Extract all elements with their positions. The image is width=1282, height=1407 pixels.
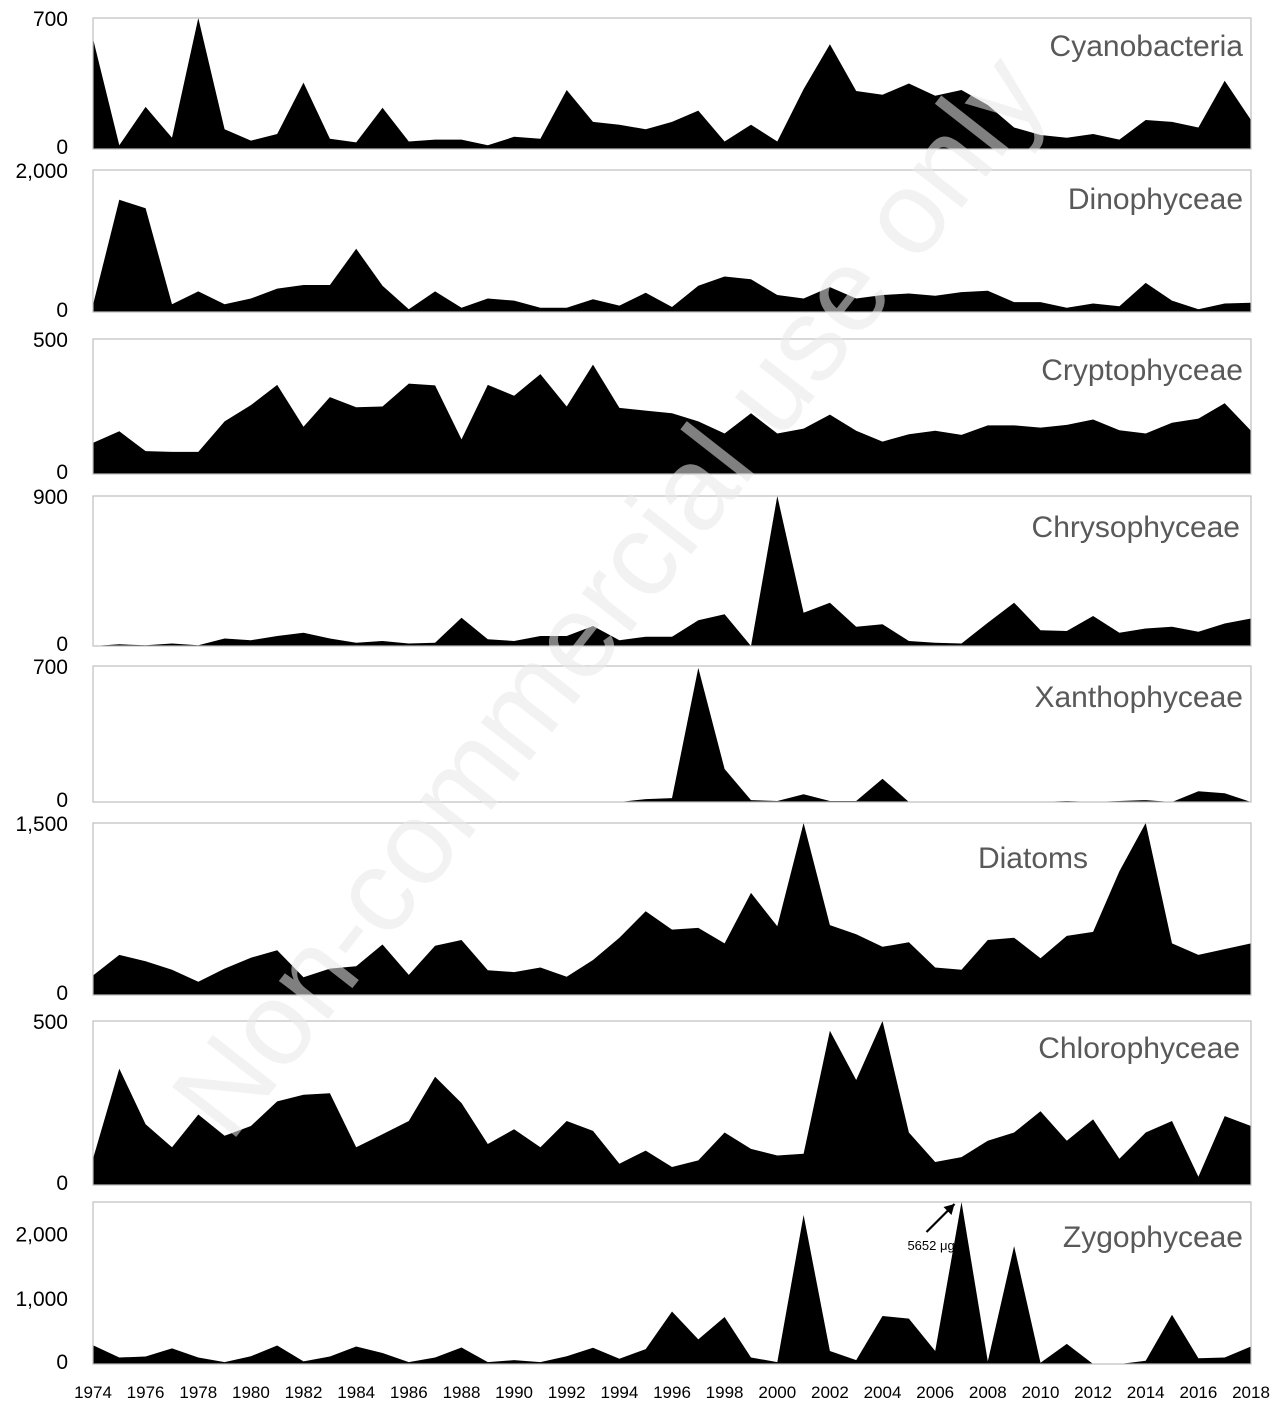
plot-frame (92, 495, 1252, 647)
plot-frame (92, 1201, 1252, 1365)
panel-title: Dinophyceae (1068, 183, 1243, 216)
x-tick-label: 2010 (1022, 1383, 1060, 1402)
area-dinophyceae (93, 199, 1251, 312)
y-tick-label: 0 (56, 1351, 68, 1374)
x-tick-label: 1998 (706, 1383, 744, 1402)
plot-frame (92, 822, 1252, 996)
panel-title: Cryptophyceae (1041, 354, 1243, 387)
plot-frame (92, 169, 1252, 313)
panel-diatoms: 0 1,500 Diatoms (15, 813, 1252, 1005)
x-tick-label: 1996 (653, 1383, 691, 1402)
annotation-arrowhead (943, 1204, 955, 1215)
y-tick-label: 0 (56, 1172, 68, 1195)
x-tick-label: 2004 (864, 1383, 902, 1402)
x-tick-label: 2018 (1232, 1383, 1270, 1402)
x-tick-label: 2008 (969, 1383, 1007, 1402)
y-tick-label: 0 (56, 136, 68, 159)
panel-zygophyceae: 0 1,000 2,000 Zygophyceae 5652 μg/L (15, 1201, 1252, 1374)
x-tick-label: 1976 (127, 1383, 165, 1402)
panel-title: Xanthophyceae (1034, 681, 1243, 714)
x-tick-label: 1986 (390, 1383, 428, 1402)
area-cryptophyceae (93, 364, 1251, 474)
x-tick-label: 1990 (495, 1383, 533, 1402)
x-tick-label: 1982 (285, 1383, 323, 1402)
x-tick-label: 2014 (1127, 1383, 1165, 1402)
panel-xanthophyceae: 0 700 Xanthophyceae (33, 656, 1252, 812)
x-tick-label: 1984 (337, 1383, 375, 1402)
x-tick-label: 1992 (548, 1383, 586, 1402)
panel-cryptophyceae: 0 500 Cryptophyceae (33, 329, 1252, 484)
x-tick-label: 1988 (443, 1383, 481, 1402)
x-tick-label: 1978 (179, 1383, 217, 1402)
y-tick-label: 700 (33, 656, 68, 679)
y-tick-label: 1,500 (15, 813, 68, 836)
y-tick-label: 500 (33, 1011, 68, 1034)
x-tick-label: 2006 (916, 1383, 954, 1402)
y-tick-label: 2,000 (15, 160, 68, 183)
panel-chlorophyceae: 0 500 Chlorophyceae (33, 1011, 1252, 1195)
area-cyanobacteria (93, 18, 1251, 149)
annotation-label: 5652 μg/L (907, 1238, 965, 1253)
panel-title: Chlorophyceae (1038, 1032, 1240, 1065)
y-tick-label: 500 (33, 329, 68, 352)
y-tick-label: 0 (56, 299, 68, 322)
y-tick-label: 0 (56, 789, 68, 812)
area-zygophyceae (93, 1202, 1251, 1364)
y-tick-label: 0 (56, 982, 68, 1005)
x-tick-label: 2002 (811, 1383, 849, 1402)
panel-cyanobacteria: 0 700 Cyanobacteria (33, 8, 1252, 159)
x-tick-label: 2000 (758, 1383, 796, 1402)
panel-dinophyceae: 0 2,000 Dinophyceae (15, 160, 1252, 322)
plot-frame (92, 17, 1252, 150)
y-tick-label: 0 (56, 633, 68, 656)
area-chrysophyceae (93, 496, 1251, 646)
x-tick-label: 1974 (74, 1383, 112, 1402)
area-chlorophyceae (93, 1021, 1251, 1185)
y-tick-label: 1,000 (15, 1288, 68, 1311)
x-tick-label: 1994 (600, 1383, 638, 1402)
panel-title: Chrysophyceae (1032, 511, 1240, 544)
y-tick-label: 0 (56, 461, 68, 484)
plot-frame (92, 338, 1252, 475)
x-tick-label: 2012 (1074, 1383, 1112, 1402)
panel-title: Zygophyceae (1063, 1221, 1243, 1254)
panel-chrysophyceae: 0 900 Chrysophyceae (33, 486, 1252, 656)
y-tick-label: 900 (33, 486, 68, 509)
x-tick-label: 2016 (1179, 1383, 1217, 1402)
panel-title: Cyanobacteria (1050, 30, 1244, 63)
x-tick-label: 1980 (232, 1383, 270, 1402)
y-tick-label: 2,000 (15, 1223, 68, 1246)
area-diatoms (93, 823, 1251, 995)
y-tick-label: 700 (33, 8, 68, 31)
plot-frame (92, 1020, 1252, 1186)
plot-frame (92, 665, 1252, 803)
panel-title: Diatoms (978, 842, 1088, 875)
